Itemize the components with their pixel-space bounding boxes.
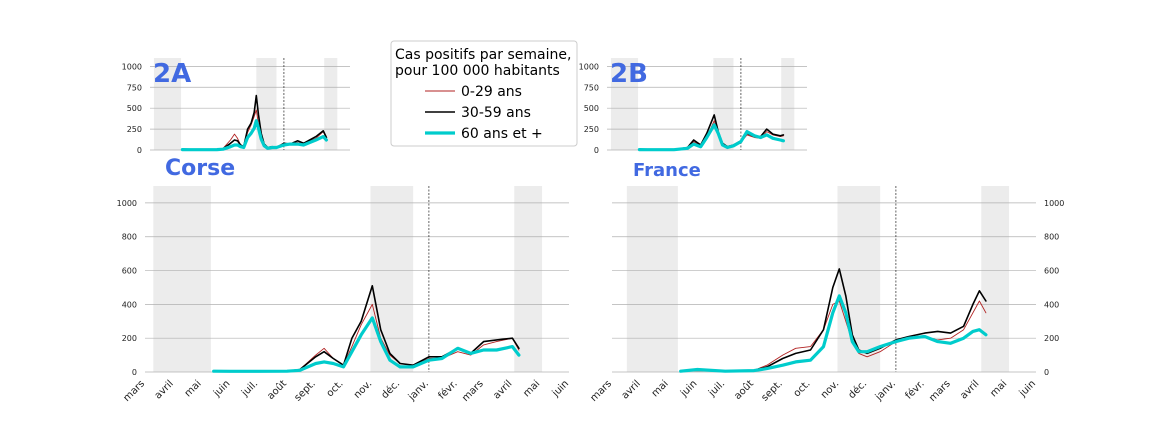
x-tick-label-corse-6: sept.	[293, 378, 318, 403]
x-tick-label-corse-1: avril	[153, 378, 176, 401]
shaded-period-2B-2	[781, 58, 795, 150]
x-tick-label-france-4: juil.	[706, 378, 727, 399]
y-tick-label-corse-4: 800	[122, 233, 137, 242]
y-tick-label-france-4: 800	[1044, 233, 1059, 242]
x-tick-label-france-9: déc.	[846, 378, 869, 401]
chart-title-france: France	[633, 160, 701, 181]
x-tick-label-france-6: sept.	[760, 378, 785, 403]
chart-title-2B: 2B	[610, 59, 648, 89]
shaded-period-france-0	[626, 186, 678, 372]
legend-label-0: 0-29 ans	[461, 84, 522, 100]
x-tick-label-corse-13: avril	[491, 378, 514, 401]
x-tick-label-corse-3: juin	[211, 378, 232, 399]
x-tick-label-corse-2: mai	[183, 378, 204, 399]
y-tick-label-france-3: 600	[1044, 267, 1059, 276]
x-tick-label-france-14: mai	[988, 378, 1009, 399]
shaded-period-2A-2	[324, 58, 338, 150]
y-tick-label-2A-1: 250	[127, 125, 142, 134]
x-tick-label-france-1: avril	[620, 378, 643, 401]
x-tick-label-france-12: mars	[927, 378, 953, 404]
shaded-period-corse-1	[370, 186, 414, 372]
y-tick-label-corse-3: 600	[122, 267, 137, 276]
x-tick-label-corse-9: déc.	[379, 378, 402, 401]
series-line-corse-2	[212, 316, 521, 373]
legend-title-line1: Cas positifs par semaine,	[395, 47, 571, 63]
y-tick-label-2A-4: 1000	[122, 62, 142, 71]
x-tick-label-corse-12: mars	[460, 378, 486, 404]
shaded-period-france-1	[837, 186, 881, 372]
legend-title-line2: pour 100 000 habitants	[395, 63, 560, 79]
y-tick-label-2A-3: 750	[127, 83, 142, 92]
y-tick-label-2B-1: 250	[584, 125, 599, 134]
y-tick-label-2B-2: 500	[584, 104, 599, 113]
x-tick-label-corse-11: févr.	[436, 378, 460, 402]
x-tick-label-corse-5: août	[265, 378, 289, 402]
series-line-france-2	[679, 294, 988, 373]
y-tick-label-2B-0: 0	[594, 146, 599, 155]
y-tick-label-corse-0: 0	[132, 368, 137, 377]
chart-title-2A: 2A	[153, 59, 191, 89]
x-tick-label-france-2: mai	[650, 378, 671, 399]
x-tick-label-france-10: janv.	[873, 378, 898, 403]
y-tick-label-france-1: 200	[1044, 334, 1059, 343]
chart-title-corse: Corse	[165, 156, 235, 181]
y-tick-label-2B-3: 750	[584, 83, 599, 92]
x-tick-label-france-15: juin	[1017, 378, 1038, 399]
x-tick-label-france-11: févr.	[903, 378, 927, 402]
x-tick-label-france-3: juin	[678, 378, 699, 399]
x-tick-label-corse-10: janv.	[406, 378, 431, 403]
y-tick-label-2B-4: 1000	[579, 62, 599, 71]
shaded-period-2B-0	[610, 58, 639, 150]
legend-label-1: 30-59 ans	[461, 105, 531, 121]
x-tick-label-corse-7: oct.	[325, 378, 346, 399]
x-tick-label-corse-4: juil.	[239, 378, 260, 399]
series-line-2A-2	[180, 119, 328, 152]
legend-label-2: 60 ans et +	[461, 126, 543, 142]
shaded-period-france-2	[981, 186, 1010, 372]
y-tick-label-2A-0: 0	[137, 146, 142, 155]
shaded-period-corse-0	[153, 186, 211, 372]
y-tick-label-france-2: 400	[1044, 300, 1059, 309]
x-tick-label-france-13: avril	[958, 378, 981, 401]
shaded-period-2B-1	[713, 58, 734, 150]
chart-2B: 0 250 500 750 1000 2B	[579, 58, 807, 155]
shaded-period-2A-0	[153, 58, 182, 150]
x-tick-label-france-7: oct.	[792, 378, 813, 399]
x-tick-label-corse-8: nov.	[352, 378, 374, 400]
x-tick-label-france-5: août	[732, 378, 756, 402]
y-tick-label-2A-2: 500	[127, 104, 142, 113]
x-tick-label-corse-14: mai	[521, 378, 542, 399]
y-tick-label-corse-5: 1000	[117, 199, 137, 208]
shaded-period-2A-1	[256, 58, 277, 150]
x-tick-label-france-8: nov.	[819, 378, 841, 400]
x-tick-label-france-0: mars	[589, 378, 615, 404]
x-tick-label-corse-0: mars	[122, 378, 148, 404]
y-tick-label-france-0: 0	[1044, 368, 1049, 377]
legend: Cas positifs par semaine,pour 100 000 ha…	[390, 40, 578, 147]
x-tick-label-corse-15: juin	[550, 378, 571, 399]
shaded-period-corse-2	[514, 186, 543, 372]
y-tick-label-france-5: 1000	[1044, 199, 1064, 208]
legend-box	[390, 40, 578, 147]
y-tick-label-corse-2: 400	[122, 300, 137, 309]
y-tick-label-corse-1: 200	[122, 334, 137, 343]
series-line-france-1	[679, 268, 987, 373]
series-line-2B-2	[637, 123, 786, 152]
chart-2A: 0 250 500 750 1000 2A	[122, 58, 350, 155]
